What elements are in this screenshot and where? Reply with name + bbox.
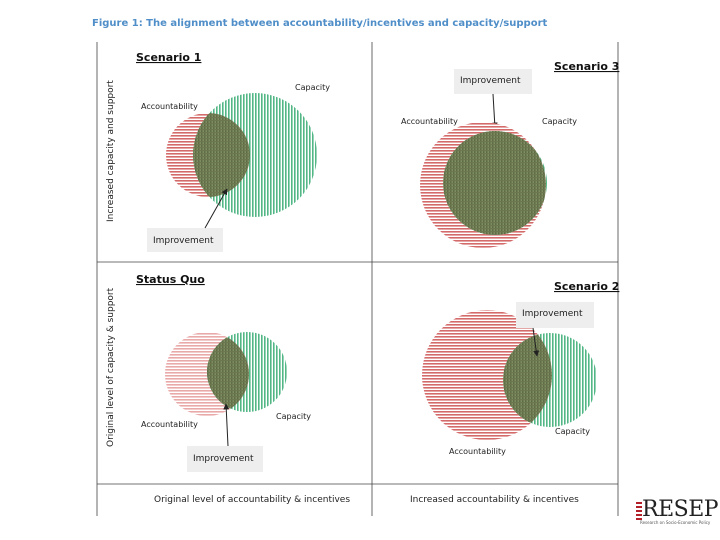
x-axis-label-left: Original level of accountability & incen…: [154, 495, 351, 505]
scenario-3-improvement-label: Improvement: [460, 76, 521, 86]
scenario-3-quadrant: Scenario 3 Improvement Accountability Ca…: [401, 60, 619, 248]
scenario-2-quadrant: Scenario 2 Improvement Capacity Accounta…: [422, 280, 619, 456]
scenario-3-capacity-label: Capacity: [542, 117, 577, 126]
status-quo-overlap: [207, 332, 249, 412]
scenario-3-accountability-label: Accountability: [401, 117, 458, 126]
figure-title: Figure 1: The alignment between accounta…: [92, 18, 548, 29]
status-quo-arrow: [223, 403, 230, 447]
status-quo-improvement-box: [187, 446, 263, 472]
scenario-3-title: Scenario 3: [554, 60, 619, 73]
scenario-1-quadrant: Scenario 1 Capacity Accountability Impro…: [136, 51, 330, 252]
scenario-1-title: Scenario 1: [136, 51, 201, 64]
status-quo-improvement-label: Improvement: [193, 454, 254, 464]
status-quo-title: Status Quo: [136, 273, 205, 286]
scenario-2-title: Scenario 2: [554, 280, 619, 293]
y-axis-label-top: Increased capacity and support: [106, 80, 116, 222]
scenario-1-arrow: [204, 188, 228, 229]
scenario-1-improvement-box: [147, 228, 223, 252]
scenario-1-capacity-label: Capacity: [295, 83, 330, 92]
logo-text: RESEP: [642, 497, 719, 522]
scenario-2-capacity-label: Capacity: [555, 427, 590, 436]
scenario-2-improvement-label: Improvement: [522, 309, 583, 319]
scenario-2-improvement-box: [516, 302, 594, 328]
scenario-1-improvement-label: Improvement: [153, 236, 214, 246]
scenario-1-overlap: [193, 113, 250, 197]
scenario-3-arrow: [491, 93, 498, 129]
status-quo-accountability-label: Accountability: [141, 420, 198, 429]
scenario-1-accountability-label: Accountability: [141, 102, 198, 111]
logo-subtitle: Research on Socio-Economic Policy: [640, 520, 711, 525]
resep-logo: RESEP Research on Socio-Economic Policy: [636, 497, 719, 528]
logo-mark-icon: [636, 502, 642, 522]
status-quo-quadrant: Status Quo Capacity Accountability Impro…: [136, 273, 311, 472]
quadrant-grid: [96, 42, 619, 516]
scenario-3-improvement-box: [454, 69, 532, 94]
y-axis-label-bottom: Original level of capacity & support: [106, 287, 116, 447]
scenario-2-arrow: [532, 327, 540, 357]
page-number: 5: [664, 510, 670, 519]
x-axis-label-right: Increased accountability & incentives: [410, 495, 579, 505]
scenario-2-accountability-label: Accountability: [449, 447, 506, 456]
status-quo-capacity-label: Capacity: [276, 412, 311, 421]
